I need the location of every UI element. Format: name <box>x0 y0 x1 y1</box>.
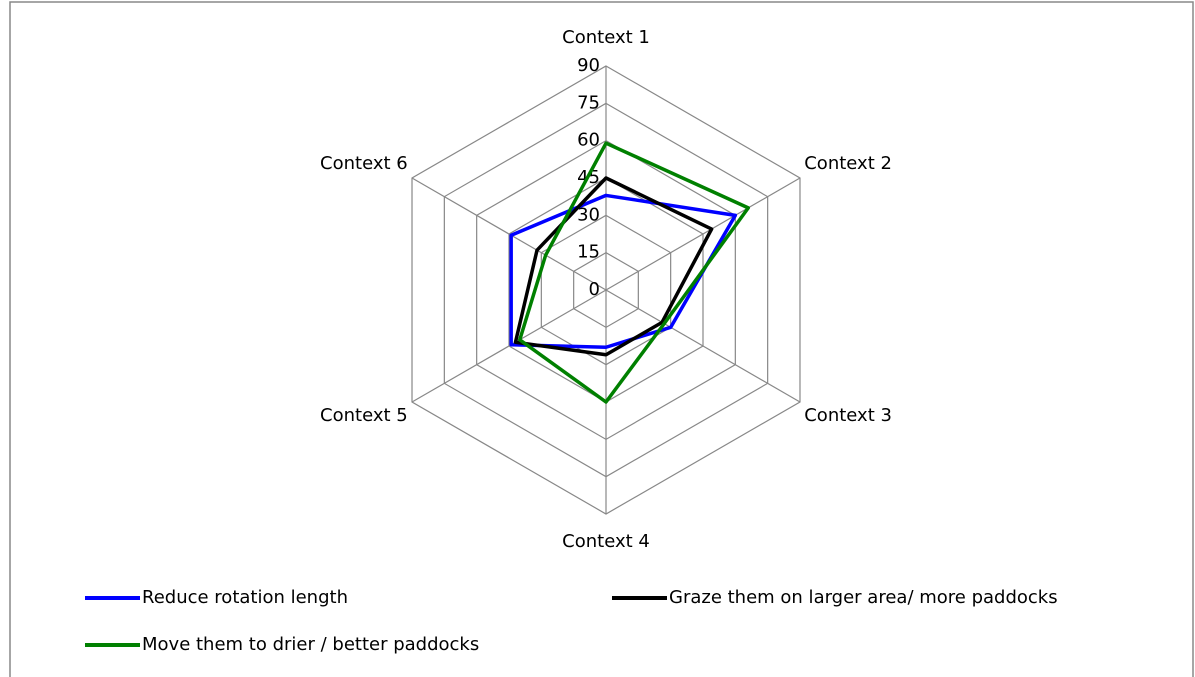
axis-label: Context 4 <box>562 531 650 552</box>
spoke <box>605 177 801 291</box>
axis-label: Context 1 <box>562 27 650 48</box>
r-tick-label: 75 <box>577 92 600 113</box>
axis-label: Context 3 <box>804 405 892 426</box>
legend-label: Reduce rotation length <box>142 587 348 608</box>
axis-label: Context 2 <box>804 153 892 174</box>
spoke <box>605 289 801 403</box>
axis-label: Context 5 <box>320 405 408 426</box>
r-tick-label: 15 <box>577 242 600 263</box>
r-tick-label: 0 <box>589 279 600 300</box>
spoke <box>411 177 607 291</box>
series-line <box>518 141 751 404</box>
spoke <box>411 289 607 403</box>
legend-label: Graze them on larger area/ more paddocks <box>669 587 1058 608</box>
chart-border <box>9 1 1194 677</box>
r-tick-label: 30 <box>577 204 600 225</box>
r-tick-label: 90 <box>577 55 600 76</box>
series-line <box>509 193 738 349</box>
series-line <box>513 176 714 357</box>
axis-label: Context 6 <box>320 153 408 174</box>
r-tick-label: 60 <box>577 130 600 151</box>
legend-label: Move them to drier / better paddocks <box>142 634 479 655</box>
